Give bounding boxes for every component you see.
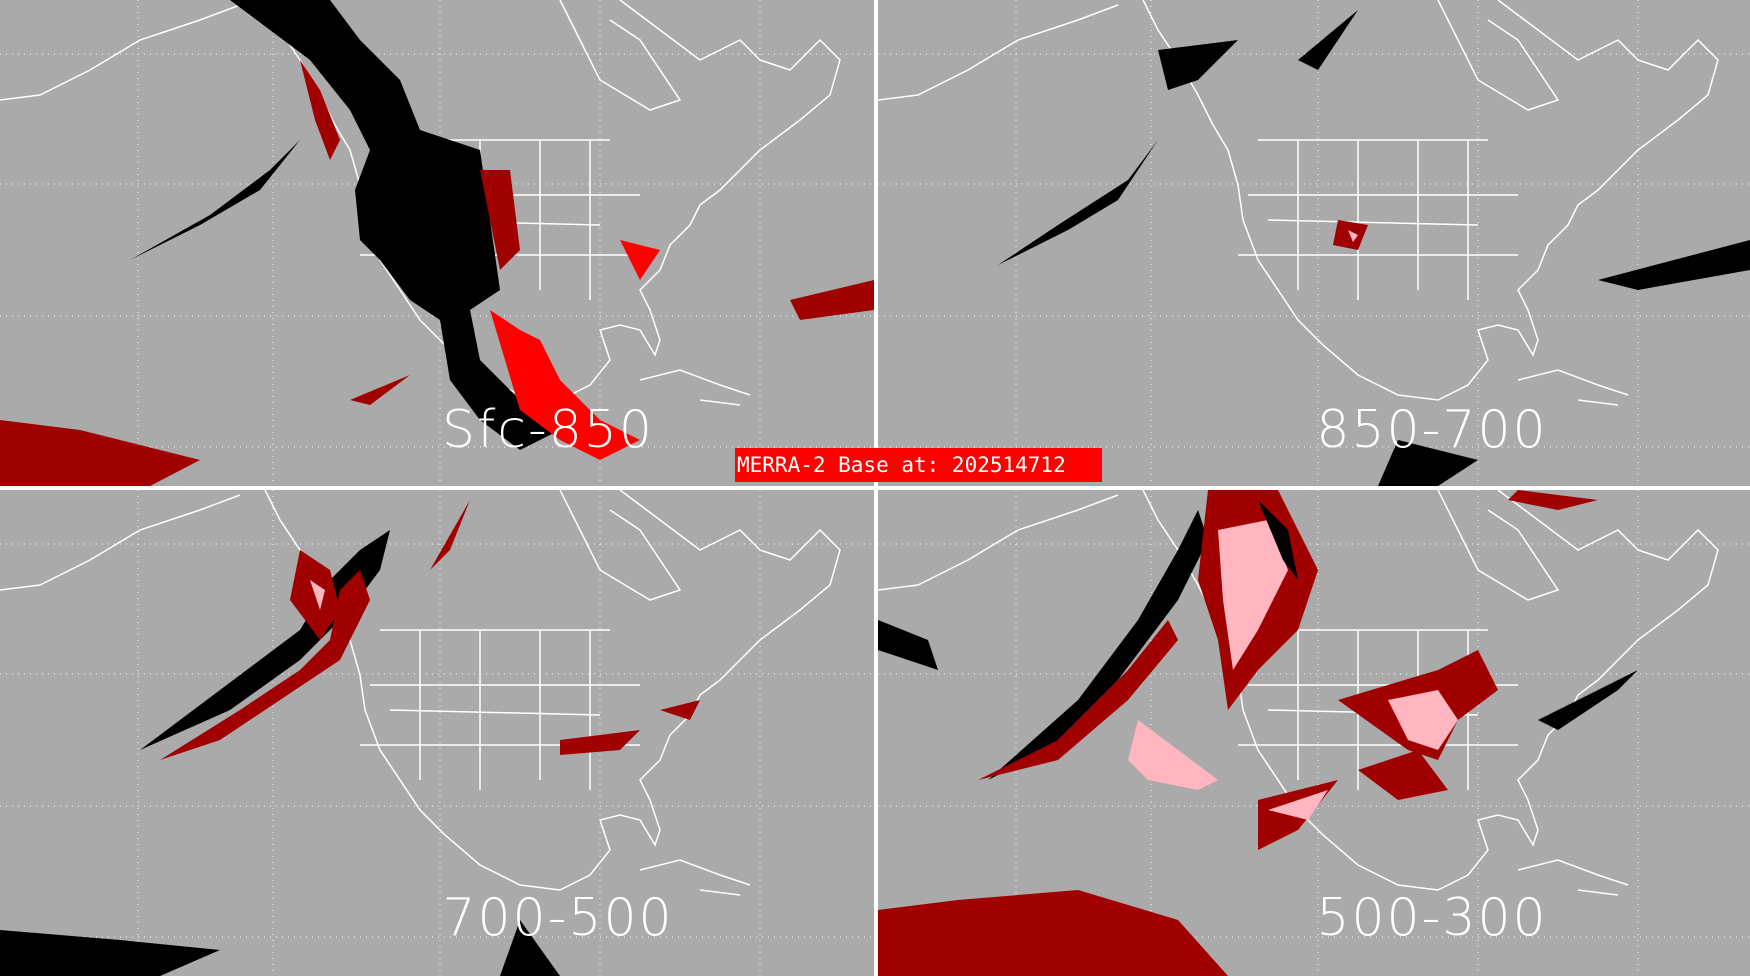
panel-label: Sfc-850 xyxy=(442,400,654,460)
panel-label: 700-500 xyxy=(442,888,674,948)
panel-label: 500-300 xyxy=(1316,888,1548,948)
panel-label: 850-700 xyxy=(1316,400,1548,460)
panel-500-300: 500-300 xyxy=(878,490,1750,976)
panel-sfc-850: Sfc-850 xyxy=(0,0,874,486)
panel-700-500: 700-500 xyxy=(0,490,874,976)
panel-850-700: 850-700 xyxy=(878,0,1750,486)
base-date-banner: MERRA-2 Base at: 202514712 xyxy=(735,448,1102,482)
